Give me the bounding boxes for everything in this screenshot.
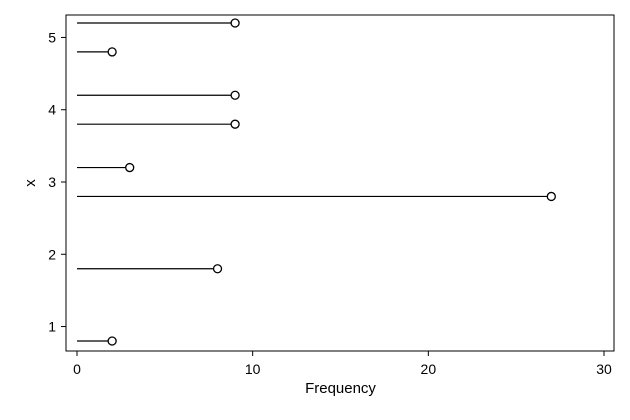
- data-point-marker: [546, 191, 556, 202]
- y-tick-label: 1: [48, 319, 56, 335]
- x-tick-label: 10: [245, 361, 261, 377]
- data-point-marker: [212, 264, 223, 274]
- plot-frame: [65, 14, 615, 352]
- x-axis-label: Frequency: [305, 380, 376, 397]
- y-axis: 1 2 3 4 5: [48, 29, 66, 335]
- data-point-marker: [230, 18, 240, 28]
- x-axis: 0 10 20 30: [73, 351, 612, 377]
- x-tick-label: 0: [73, 361, 81, 377]
- data-point-marker: [230, 119, 240, 129]
- y-axis-label: x: [22, 179, 39, 187]
- y-tick-label: 2: [48, 246, 56, 262]
- markers: [107, 18, 556, 346]
- data-point-marker: [230, 90, 240, 100]
- y-tick-label: 3: [48, 174, 56, 190]
- y-tick-label: 4: [48, 102, 56, 118]
- data-point-marker: [107, 336, 117, 346]
- x-tick-label: 30: [596, 361, 612, 377]
- data-point-marker: [125, 162, 135, 173]
- data-point-marker: [107, 47, 117, 57]
- stems: [77, 22, 552, 342]
- x-tick-label: 20: [421, 361, 437, 377]
- y-tick-label: 5: [48, 29, 56, 45]
